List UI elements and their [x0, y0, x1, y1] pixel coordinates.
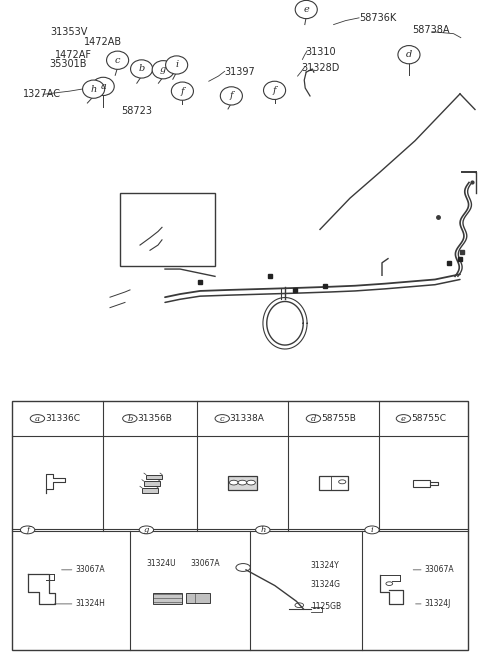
Circle shape [30, 415, 45, 422]
Circle shape [238, 480, 247, 485]
Text: 33067A: 33067A [425, 565, 455, 574]
Circle shape [229, 480, 238, 485]
Circle shape [171, 82, 193, 100]
Bar [228, 476, 257, 491]
Text: 1472AF: 1472AF [55, 50, 92, 60]
Bar [153, 593, 182, 605]
Text: f: f [273, 86, 276, 95]
Circle shape [247, 480, 255, 485]
Text: i: i [175, 60, 178, 69]
Text: b: b [138, 64, 145, 73]
Text: h: h [260, 526, 265, 534]
Text: f: f [229, 92, 233, 100]
Text: 31324U: 31324U [146, 559, 176, 568]
Text: 58755C: 58755C [411, 414, 446, 423]
Circle shape [107, 51, 129, 69]
Text: 58723: 58723 [121, 106, 152, 116]
Bar [319, 476, 348, 491]
Text: 31324Y: 31324Y [311, 561, 339, 571]
Text: 58736K: 58736K [359, 13, 396, 23]
Circle shape [220, 86, 242, 105]
Text: 1472AB: 1472AB [84, 37, 122, 47]
Text: h: h [90, 84, 97, 94]
Text: f: f [180, 86, 184, 96]
Text: 58755B: 58755B [321, 414, 356, 423]
Text: 31338A: 31338A [230, 414, 264, 423]
Text: f: f [26, 526, 29, 534]
Text: 1125GB: 1125GB [311, 602, 341, 611]
Text: e: e [303, 5, 309, 14]
Bar [413, 480, 430, 487]
Circle shape [83, 80, 105, 98]
Text: 31324J: 31324J [425, 599, 451, 608]
Circle shape [131, 60, 153, 78]
Circle shape [306, 415, 321, 422]
Bar [142, 488, 158, 493]
Text: a: a [100, 82, 106, 91]
Text: b: b [127, 415, 132, 422]
Text: 31324H: 31324H [76, 599, 106, 608]
Text: 35301B: 35301B [49, 59, 86, 69]
Text: 58738A: 58738A [412, 25, 449, 35]
Circle shape [152, 61, 174, 79]
Text: 33067A: 33067A [76, 565, 105, 574]
Circle shape [264, 81, 286, 100]
Text: a: a [35, 415, 40, 422]
Circle shape [256, 526, 270, 534]
Circle shape [92, 77, 114, 96]
Text: e: e [401, 415, 406, 422]
Text: g: g [160, 66, 167, 74]
Text: 31353V: 31353V [50, 27, 88, 37]
Bar [146, 475, 162, 479]
Bar [144, 481, 160, 486]
Text: 33067A: 33067A [191, 559, 220, 568]
Text: 31336C: 31336C [45, 414, 80, 423]
Bar [120, 193, 215, 266]
Text: 31328D: 31328D [301, 63, 340, 73]
Circle shape [365, 526, 379, 534]
Text: c: c [115, 56, 120, 65]
Text: 31397: 31397 [225, 67, 255, 77]
Text: c: c [220, 415, 225, 422]
Text: 1327AC: 1327AC [23, 89, 61, 100]
Circle shape [215, 415, 229, 422]
Text: d: d [311, 415, 316, 422]
Text: 31310: 31310 [305, 47, 336, 56]
Text: 31324G: 31324G [311, 580, 341, 589]
Circle shape [396, 415, 410, 422]
Text: g: g [144, 526, 149, 534]
Circle shape [139, 526, 154, 534]
Circle shape [123, 415, 137, 422]
Text: d: d [406, 50, 412, 59]
Circle shape [166, 56, 188, 74]
Circle shape [21, 526, 35, 534]
Text: i: i [371, 526, 373, 534]
Circle shape [398, 46, 420, 64]
Bar [186, 593, 210, 603]
Circle shape [295, 1, 317, 18]
Text: 31356B: 31356B [137, 414, 172, 423]
